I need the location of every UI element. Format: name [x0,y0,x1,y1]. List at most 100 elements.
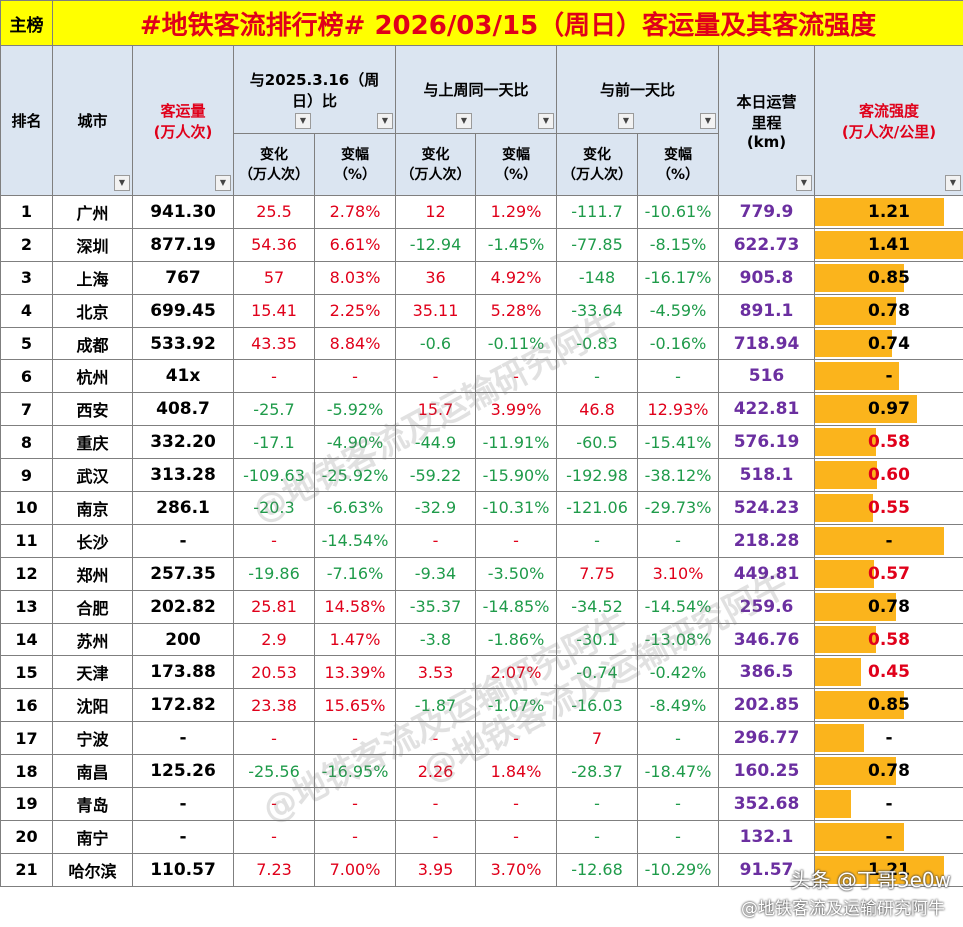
wow-change-cell[interactable]: -44.9 [395,425,476,460]
rank-cell[interactable]: 4 [0,293,53,328]
dod-change-cell[interactable]: -28.37 [556,754,638,789]
dod-change-cell[interactable]: -0.83 [556,326,638,361]
rank-cell[interactable]: 13 [0,589,53,624]
yoy-change-cell[interactable]: 7.23 [233,852,315,887]
wow-pct-cell[interactable]: -1.45% [475,227,557,262]
volume-cell[interactable]: 200 [132,622,234,657]
volume-cell[interactable]: - [132,819,234,854]
mileage-cell[interactable]: 449.81 [718,556,815,591]
wow-change-cell[interactable]: -0.6 [395,326,476,361]
wow-pct-cell[interactable]: -1.07% [475,688,557,723]
yoy-change-cell[interactable]: - [233,787,315,821]
mileage-cell[interactable]: 160.25 [718,754,815,789]
volume-cell[interactable]: 313.28 [132,458,234,493]
city-cell[interactable]: 南宁 [52,819,133,854]
wow-change-cell[interactable]: -59.22 [395,458,476,493]
yoy-pct-cell[interactable]: - [314,721,396,756]
wow-change-cell[interactable]: -12.94 [395,227,476,262]
wow-change-cell[interactable]: - [395,787,476,821]
city-cell[interactable]: 长沙 [52,523,133,558]
yoy-change-cell[interactable]: 23.38 [233,688,315,723]
yoy-change-cell[interactable]: 20.53 [233,655,315,690]
wow-pct-cell[interactable]: -14.85% [475,589,557,624]
dod-pct-cell[interactable]: -18.47% [637,754,719,789]
wow-change-cell[interactable]: 3.53 [395,655,476,690]
wow-pct-cell[interactable]: 1.84% [475,754,557,789]
city-cell[interactable]: 哈尔滨 [52,852,133,887]
dod-change-cell[interactable]: 46.8 [556,392,638,427]
dod-pct-cell[interactable]: - [637,721,719,756]
dod-pct-cell[interactable]: -10.61% [637,195,719,229]
dod-change-cell[interactable]: -121.06 [556,491,638,525]
yoy-pct-cell[interactable]: 2.78% [314,195,396,229]
table-row[interactable]: 17 宁波 - - - - -7-296.77- [0,721,963,756]
rank-cell[interactable]: 12 [0,556,53,591]
wow-pct-cell[interactable]: -11.91% [475,425,557,460]
intensity-cell[interactable]: 0.60 [814,458,963,493]
yoy-pct-cell[interactable]: -4.90% [314,425,396,460]
col-city[interactable]: 城市 ▼ [52,45,133,196]
yoy-change-cell[interactable]: - [233,359,315,394]
intensity-cell[interactable]: - [814,819,963,854]
rank-cell[interactable]: 7 [0,392,53,427]
dod-pct-cell[interactable]: -8.49% [637,688,719,723]
volume-cell[interactable]: 41x [132,359,234,394]
table-row[interactable]: 2 深圳 877.19 54.36 6.61% -12.94 -1.45% -77.85 -8.… [0,227,963,262]
city-cell[interactable]: 广州 [52,195,133,229]
dod-pct-cell[interactable]: -15.41% [637,425,719,460]
dod-change-cell[interactable]: - [556,359,638,394]
city-cell[interactable]: 深圳 [52,227,133,262]
yoy-pct-cell[interactable]: 8.03% [314,260,396,295]
filter-dropdown-icon[interactable]: ▼ [700,113,716,129]
intensity-cell[interactable]: 0.85 [814,688,963,723]
wow-pct-cell[interactable]: - [475,721,557,756]
mileage-cell[interactable]: 346.76 [718,622,815,657]
yoy-change-cell[interactable]: -25.7 [233,392,315,427]
city-cell[interactable]: 重庆 [52,425,133,460]
yoy-pct-cell[interactable]: -5.92% [314,392,396,427]
dod-change-cell[interactable]: -30.1 [556,622,638,657]
yoy-pct-cell[interactable]: - [314,359,396,394]
wow-change-cell[interactable]: 2.26 [395,754,476,789]
volume-cell[interactable]: 767 [132,260,234,295]
table-row[interactable]: 21 哈尔滨 110.57 7.23 7.00% 3.95 3.70% -12.68 -10.2… [0,852,963,887]
city-cell[interactable]: 郑州 [52,556,133,591]
filter-dropdown-icon[interactable]: ▼ [377,113,393,129]
filter-dropdown-icon[interactable]: ▼ [618,113,634,129]
dod-pct-cell[interactable]: - [637,819,719,854]
intensity-cell[interactable]: 0.78 [814,589,963,624]
wow-pct-cell[interactable]: - [475,819,557,854]
filter-dropdown-icon[interactable]: ▼ [295,113,311,129]
yoy-change-cell[interactable]: 54.36 [233,227,315,262]
intensity-cell[interactable]: 0.58 [814,425,963,460]
yoy-pct-cell[interactable]: 15.65% [314,688,396,723]
yoy-pct-cell[interactable]: 13.39% [314,655,396,690]
volume-cell[interactable]: 286.1 [132,491,234,525]
volume-cell[interactable]: - [132,721,234,756]
dod-pct-cell[interactable]: 3.10% [637,556,719,591]
yoy-pct-cell[interactable]: 7.00% [314,852,396,887]
table-row[interactable]: 13 合肥 202.82 25.81 14.58% -35.37 -14.85% -34.52… [0,589,963,624]
table-row[interactable]: 4 北京 699.45 15.41 2.25% 35.11 5.28% -33.64 -4.59… [0,293,963,328]
table-row[interactable]: 7 西安 408.7 -25.7 -5.92% 15.7 3.99% 46.8 12.93% 42… [0,392,963,427]
yoy-pct-cell[interactable]: -25.92% [314,458,396,493]
table-row[interactable]: 19 青岛 - - - - - - -352.68- [0,787,963,821]
dod-change-cell[interactable]: -34.52 [556,589,638,624]
rank-cell[interactable]: 2 [0,227,53,262]
rank-cell[interactable]: 16 [0,688,53,723]
intensity-cell[interactable]: 0.78 [814,293,963,328]
filter-dropdown-icon[interactable]: ▼ [538,113,554,129]
filter-dropdown-icon[interactable]: ▼ [796,175,812,191]
mileage-cell[interactable]: 132.1 [718,819,815,854]
mileage-cell[interactable]: 518.1 [718,458,815,493]
dod-pct-cell[interactable]: -8.15% [637,227,719,262]
dod-pct-cell[interactable]: - [637,359,719,394]
table-row[interactable]: 14 苏州 200 2.9 1.47% -3.8 -1.86% -30.1 -13.08% 346… [0,622,963,657]
dod-pct-cell[interactable]: -38.12% [637,458,719,493]
volume-cell[interactable]: - [132,523,234,558]
volume-cell[interactable]: 257.35 [132,556,234,591]
wow-change-cell[interactable]: 15.7 [395,392,476,427]
yoy-pct-cell[interactable]: 2.25% [314,293,396,328]
mileage-cell[interactable]: 905.8 [718,260,815,295]
table-row[interactable]: 9 武汉 313.28 -109.63 -25.92% -59.22 -15.90% -192… [0,458,963,493]
